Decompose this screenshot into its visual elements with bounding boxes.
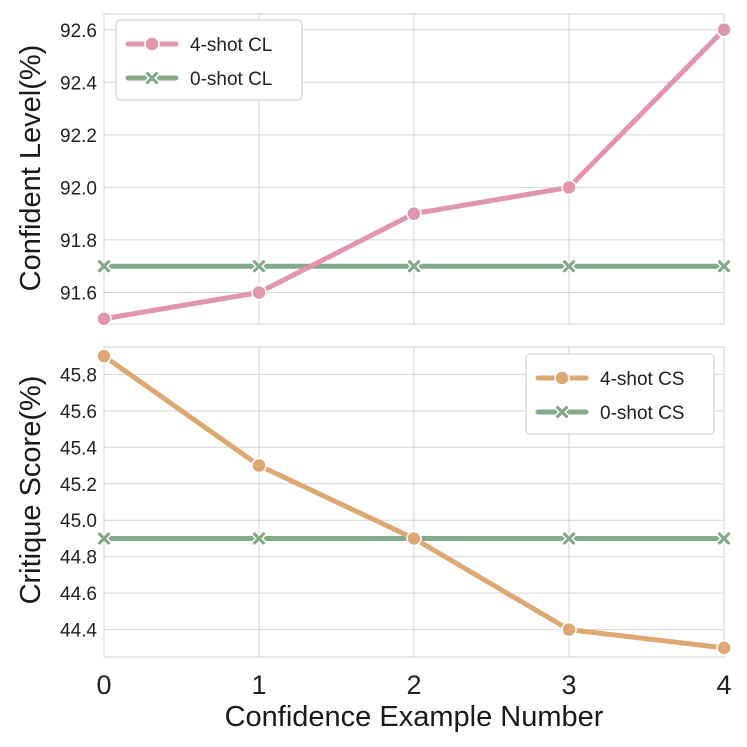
legend: 4-shot CL 0-shot CL — [115, 19, 303, 101]
y-tick-label: 92.2 — [60, 126, 97, 147]
data-point — [251, 258, 267, 274]
y-tick-label: 45.4 — [60, 438, 97, 459]
legend-label: 4-shot CL — [190, 35, 272, 56]
panel-2: 44.4 44.6 44.8 45.0 45.2 45.4 45.6 45.8 Critique… — [15, 346, 732, 733]
data-point — [716, 22, 732, 38]
marker-stroke — [717, 532, 731, 545]
x-axis-label: Confidence Example Number — [225, 701, 604, 733]
y-tick-label: 92.6 — [60, 21, 97, 42]
marker-stroke — [562, 260, 576, 273]
data-point — [716, 530, 732, 546]
legend-marker — [144, 36, 160, 52]
data-point — [561, 621, 577, 638]
x-tick-label: 2 — [406, 670, 421, 700]
legend-label: 0-shot CL — [190, 69, 272, 90]
data-point — [716, 258, 732, 274]
data-point — [96, 530, 112, 546]
data-point — [96, 348, 112, 364]
y-tick-label: 44.4 — [60, 621, 97, 642]
data-point — [561, 530, 577, 546]
panel-1: 91.6 91.8 92.0 92.2 92.4 92.6 Confident Level(… — [15, 13, 732, 327]
marker-stroke — [562, 532, 576, 545]
marker-stroke — [252, 260, 266, 273]
data-point — [406, 205, 422, 222]
data-point — [406, 530, 422, 547]
y-axis-label: Confident Level(%) — [15, 45, 47, 292]
data-point — [251, 530, 267, 546]
legend-marker — [145, 71, 159, 85]
marker-stroke — [252, 532, 266, 545]
data-point — [561, 179, 577, 196]
legend-label: 4-shot CS — [600, 369, 684, 390]
y-tick-label: 45.6 — [60, 402, 97, 423]
marker-stroke — [97, 532, 111, 545]
legend-label: 0-shot CS — [600, 403, 684, 424]
y-tick-label: 91.8 — [60, 231, 97, 252]
legend-marker — [555, 405, 569, 419]
y-tick-label: 44.8 — [60, 548, 97, 569]
y-tick-label: 91.6 — [60, 283, 97, 304]
legend-marker — [554, 370, 570, 386]
y-tick-label: 45.0 — [60, 511, 97, 532]
legend: 4-shot CS 0-shot CS — [525, 353, 715, 435]
y-tick-label: 92.4 — [60, 73, 97, 94]
y-tick-label: 45.2 — [60, 475, 97, 496]
data-point — [716, 640, 732, 656]
y-tick-label: 44.6 — [60, 584, 97, 605]
x-tick-label: 3 — [561, 670, 576, 700]
marker-stroke — [717, 260, 731, 273]
x-tick-label: 1 — [251, 670, 266, 700]
data-point — [96, 258, 112, 274]
marker-stroke — [97, 260, 111, 273]
data-point — [406, 258, 422, 274]
data-point — [251, 457, 267, 474]
data-point — [561, 258, 577, 274]
y-tick-label: 45.8 — [60, 365, 97, 386]
x-tick-label: 4 — [716, 670, 731, 700]
x-tick-label: 0 — [96, 670, 111, 700]
y-axis-label: Critique Score(%) — [15, 376, 47, 605]
data-point — [96, 310, 112, 327]
y-tick-label: 92.0 — [60, 178, 97, 199]
marker-stroke — [407, 260, 421, 273]
data-point — [251, 284, 267, 301]
